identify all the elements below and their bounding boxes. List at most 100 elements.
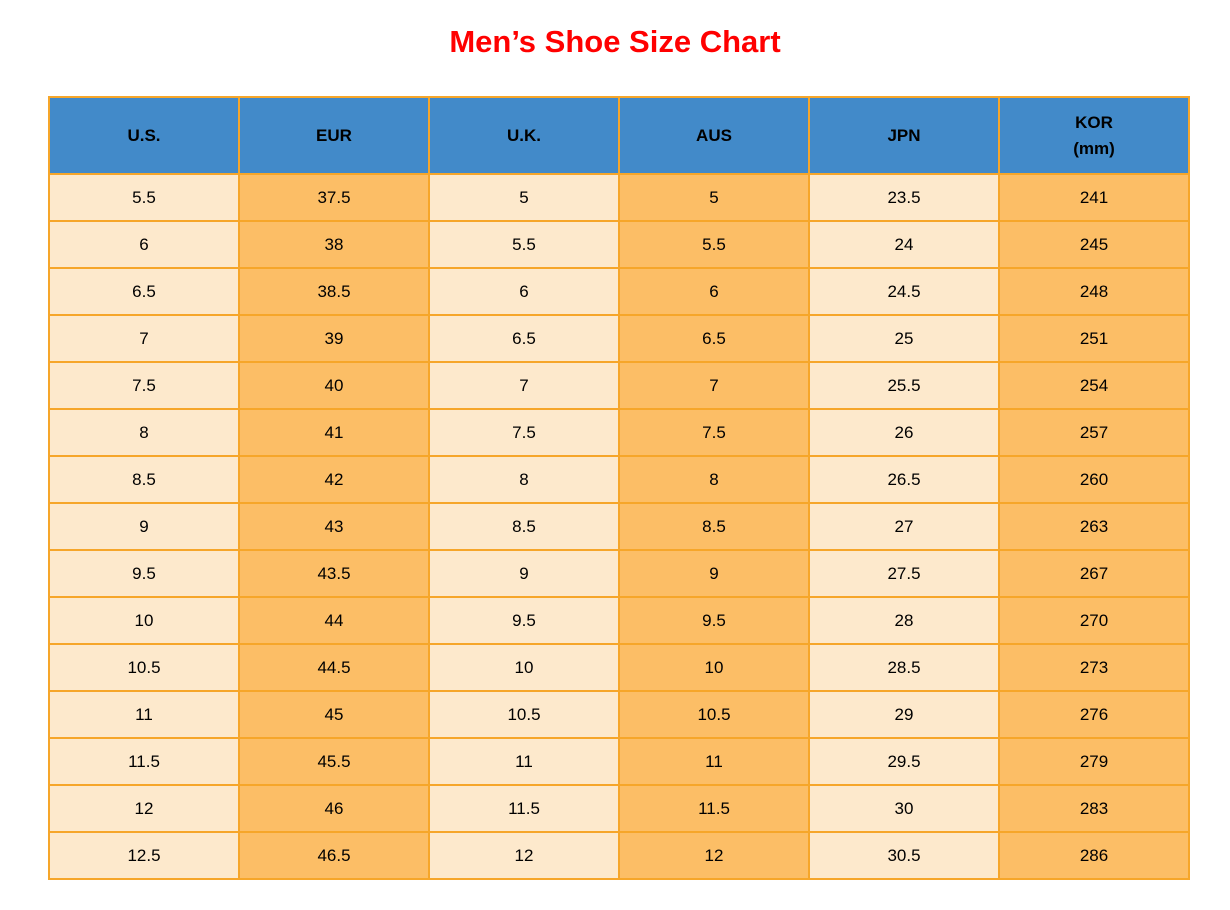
cell-eur: 38 [238,220,430,269]
cell-kor: 279 [998,737,1190,786]
cell-eur: 43 [238,502,430,551]
cell-aus: 11 [618,737,810,786]
cell-aus: 6 [618,267,810,316]
table-row: 6.5 38.5 6 6 24.5 248 [48,267,1190,316]
cell-jpn: 27.5 [808,549,1000,598]
cell-uk: 5 [428,173,620,222]
cell-aus: 12 [618,831,810,880]
cell-eur: 38.5 [238,267,430,316]
column-header-aus: AUS [618,96,810,175]
cell-uk: 8.5 [428,502,620,551]
column-header-kor: KOR (mm) [998,96,1190,175]
cell-kor: 248 [998,267,1190,316]
cell-us: 9 [48,502,240,551]
cell-uk: 5.5 [428,220,620,269]
cell-jpn: 28.5 [808,643,1000,692]
cell-jpn: 29 [808,690,1000,739]
cell-kor: 270 [998,596,1190,645]
cell-kor: 245 [998,220,1190,269]
header-row: U.S. EUR U.K. AUS JPN KOR (mm) [48,96,1190,175]
column-header-jpn: JPN [808,96,1000,175]
table-row: 7.5 40 7 7 25.5 254 [48,361,1190,410]
cell-kor: 276 [998,690,1190,739]
cell-eur: 46.5 [238,831,430,880]
table-row: 11 45 10.5 10.5 29 276 [48,690,1190,739]
cell-aus: 10.5 [618,690,810,739]
cell-aus: 9 [618,549,810,598]
cell-jpn: 24 [808,220,1000,269]
table-row: 6 38 5.5 5.5 24 245 [48,220,1190,269]
cell-jpn: 25.5 [808,361,1000,410]
cell-aus: 7 [618,361,810,410]
cell-jpn: 30.5 [808,831,1000,880]
cell-eur: 43.5 [238,549,430,598]
cell-us: 10 [48,596,240,645]
cell-aus: 6.5 [618,314,810,363]
cell-eur: 45.5 [238,737,430,786]
cell-uk: 6 [428,267,620,316]
table-row: 7 39 6.5 6.5 25 251 [48,314,1190,363]
table-body: 5.5 37.5 5 5 23.5 241 6 38 5.5 5.5 24 245 6.5 38.5 6 6 2… [48,173,1190,880]
table-row: 8.5 42 8 8 26.5 260 [48,455,1190,504]
cell-aus: 8.5 [618,502,810,551]
cell-uk: 11 [428,737,620,786]
cell-us: 8 [48,408,240,457]
cell-uk: 8 [428,455,620,504]
cell-eur: 45 [238,690,430,739]
cell-jpn: 28 [808,596,1000,645]
cell-uk: 7 [428,361,620,410]
cell-eur: 39 [238,314,430,363]
cell-uk: 9.5 [428,596,620,645]
cell-us: 7 [48,314,240,363]
cell-uk: 9 [428,549,620,598]
cell-kor: 267 [998,549,1190,598]
cell-us: 7.5 [48,361,240,410]
table-row: 9 43 8.5 8.5 27 263 [48,502,1190,551]
cell-eur: 44 [238,596,430,645]
cell-kor: 260 [998,455,1190,504]
cell-us: 11.5 [48,737,240,786]
cell-kor: 273 [998,643,1190,692]
cell-eur: 44.5 [238,643,430,692]
cell-kor: 283 [998,784,1190,833]
shoe-size-table: U.S. EUR U.K. AUS JPN KOR (mm) 5.5 37.5 5 5 23.5 2… [48,96,1190,880]
cell-us: 12.5 [48,831,240,880]
table-row: 11.5 45.5 11 11 29.5 279 [48,737,1190,786]
page-title: Men’s Shoe Size Chart [449,24,781,59]
cell-uk: 12 [428,831,620,880]
cell-us: 8.5 [48,455,240,504]
column-header-eur: EUR [238,96,430,175]
table-row: 10.5 44.5 10 10 28.5 273 [48,643,1190,692]
cell-jpn: 24.5 [808,267,1000,316]
cell-aus: 7.5 [618,408,810,457]
cell-aus: 8 [618,455,810,504]
cell-kor: 241 [998,173,1190,222]
cell-jpn: 30 [808,784,1000,833]
cell-kor: 251 [998,314,1190,363]
table-row: 12 46 11.5 11.5 30 283 [48,784,1190,833]
cell-uk: 10 [428,643,620,692]
cell-aus: 5 [618,173,810,222]
cell-eur: 42 [238,455,430,504]
cell-uk: 7.5 [428,408,620,457]
table-row: 9.5 43.5 9 9 27.5 267 [48,549,1190,598]
cell-eur: 37.5 [238,173,430,222]
cell-kor: 254 [998,361,1190,410]
cell-jpn: 23.5 [808,173,1000,222]
column-header-uk: U.K. [428,96,620,175]
cell-aus: 11.5 [618,784,810,833]
cell-jpn: 26 [808,408,1000,457]
cell-uk: 6.5 [428,314,620,363]
cell-eur: 40 [238,361,430,410]
cell-uk: 10.5 [428,690,620,739]
cell-kor: 257 [998,408,1190,457]
cell-us: 6 [48,220,240,269]
cell-us: 9.5 [48,549,240,598]
cell-eur: 41 [238,408,430,457]
cell-jpn: 25 [808,314,1000,363]
cell-aus: 10 [618,643,810,692]
cell-jpn: 26.5 [808,455,1000,504]
table-header: U.S. EUR U.K. AUS JPN KOR (mm) [48,96,1190,175]
cell-jpn: 27 [808,502,1000,551]
cell-aus: 5.5 [618,220,810,269]
